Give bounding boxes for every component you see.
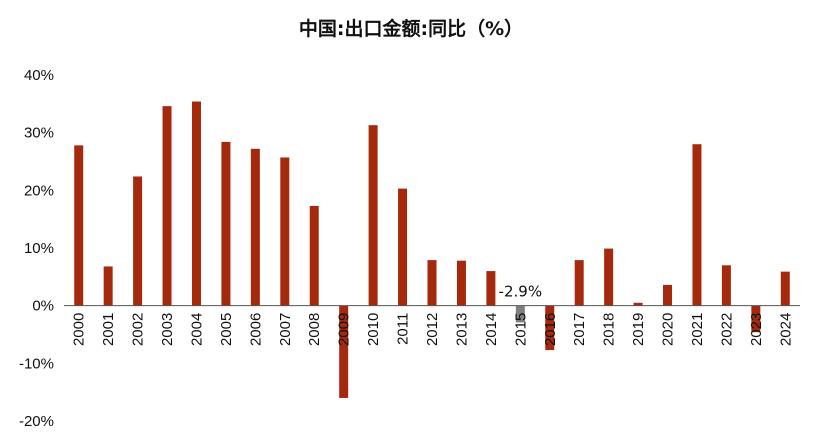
bar-2018 (604, 248, 614, 306)
x-tick-label: 2006 (247, 313, 264, 346)
bar-2003 (162, 106, 172, 306)
x-tick-label: 2001 (100, 313, 117, 346)
bars (74, 101, 790, 398)
bar-2013 (456, 260, 466, 306)
x-tick-label: 2018 (601, 313, 618, 346)
y-tick-label: 20% (24, 182, 54, 199)
x-tick-label: 2011 (395, 313, 412, 345)
y-tick-label: -20% (19, 413, 54, 430)
bar-2009 (339, 305, 349, 398)
bar-2011 (398, 188, 408, 306)
bar-2019 (633, 302, 643, 306)
bar-2017 (574, 260, 584, 306)
bar-2015 (515, 305, 525, 323)
x-tick-label: 2005 (218, 313, 235, 346)
x-tick-label: 2020 (660, 313, 677, 346)
x-tick-label: 2013 (453, 313, 470, 346)
y-tick-label: 10% (24, 240, 54, 257)
y-tick-label: -10% (19, 355, 54, 372)
x-tick-label: 2014 (483, 313, 500, 346)
x-tick-label: 2022 (718, 313, 735, 346)
x-tick-label: 2024 (777, 313, 794, 346)
bar-2002 (133, 176, 143, 306)
x-tick-label: 2007 (277, 313, 294, 346)
y-tick-label: 40% (24, 67, 54, 84)
x-tick-label: 2019 (630, 313, 647, 346)
bar-2006 (250, 148, 260, 306)
bar-2023 (751, 305, 761, 333)
bar-2010 (368, 125, 378, 306)
bar-2005 (221, 141, 231, 306)
x-tick-label: 2012 (424, 313, 441, 346)
bar-2001 (103, 266, 113, 306)
x-tick-label: 2021 (689, 313, 706, 346)
x-tick-label: 2017 (571, 313, 588, 346)
bar-2014 (486, 271, 496, 306)
x-tick-label: 2002 (130, 313, 147, 346)
x-tick-label: 2004 (188, 313, 205, 346)
x-axis-labels: 2000 2001 2002 2003 2004 2005 2006 2007 2008 2009… (71, 313, 795, 346)
bar-2021 (692, 144, 702, 306)
x-tick-label: 2016 (542, 313, 559, 346)
y-tick-label: 30% (24, 125, 54, 142)
bar-2020 (663, 284, 673, 306)
x-tick-label: 2010 (365, 313, 382, 346)
bar-2000 (74, 145, 84, 306)
x-tick-label: 2008 (306, 313, 323, 346)
x-tick-label: 2023 (748, 313, 765, 346)
x-tick-label: 2003 (159, 313, 176, 346)
y-axis-ticks: -20% -10% 0% 10% 20% 30% 40% (19, 67, 54, 430)
bar-2012 (427, 260, 437, 306)
bar-2022 (721, 265, 731, 306)
x-tick-label: 2009 (336, 313, 353, 346)
data-labels: -2.9% (499, 283, 543, 301)
chart-title: 中国:出口金额:同比（%） (298, 18, 524, 40)
bar-2016 (545, 305, 555, 351)
data-label: -2.9% (499, 283, 543, 301)
x-tick-label: 2000 (71, 313, 88, 346)
bar-2007 (280, 157, 290, 306)
x-tick-label: 2015 (512, 313, 529, 346)
bar-2024 (780, 271, 790, 306)
bar-2004 (191, 101, 201, 306)
bar-2008 (309, 205, 319, 306)
y-tick-label: 0% (32, 298, 54, 315)
